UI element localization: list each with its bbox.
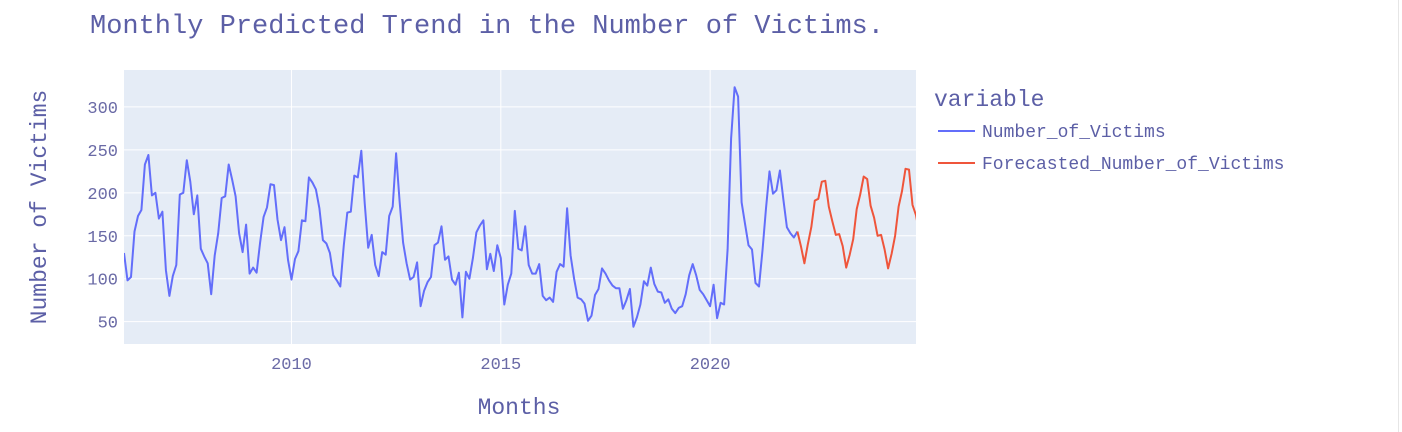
series-line-observed	[124, 86, 799, 328]
legend-title: variable	[934, 87, 1044, 113]
x-tick-label: 2015	[480, 356, 521, 375]
x-axis-ticks: 2010 2015 2020	[271, 356, 730, 375]
y-tick-label: 50	[98, 315, 118, 334]
y-tick-label: 100	[87, 272, 118, 291]
gridlines	[124, 70, 916, 344]
legend-label-observed[interactable]: Number_of_Victims	[982, 123, 1166, 143]
y-axis-title: Number of Victims	[27, 90, 53, 325]
plot-area	[124, 70, 916, 344]
y-tick-label: 250	[87, 143, 118, 162]
x-tick-label: 2020	[690, 356, 731, 375]
right-edge-divider	[1398, 0, 1399, 432]
y-tick-label: 150	[87, 229, 118, 248]
y-tick-label: 300	[87, 100, 118, 119]
series-line-forecast	[796, 167, 916, 270]
x-tick-label: 2010	[271, 356, 312, 375]
legend[interactable]: variable Number_of_Victims Forecasted_Num…	[934, 87, 1284, 175]
legend-label-forecast[interactable]: Forecasted_Number_of_Victims	[982, 155, 1284, 175]
y-axis-ticks: 50 100 150 200 250 300	[87, 100, 118, 334]
series-lines	[124, 86, 916, 328]
y-tick-label: 200	[87, 186, 118, 205]
x-axis-title: Months	[478, 395, 561, 421]
chart-title: Monthly Predicted Trend in the Number of…	[90, 12, 884, 42]
